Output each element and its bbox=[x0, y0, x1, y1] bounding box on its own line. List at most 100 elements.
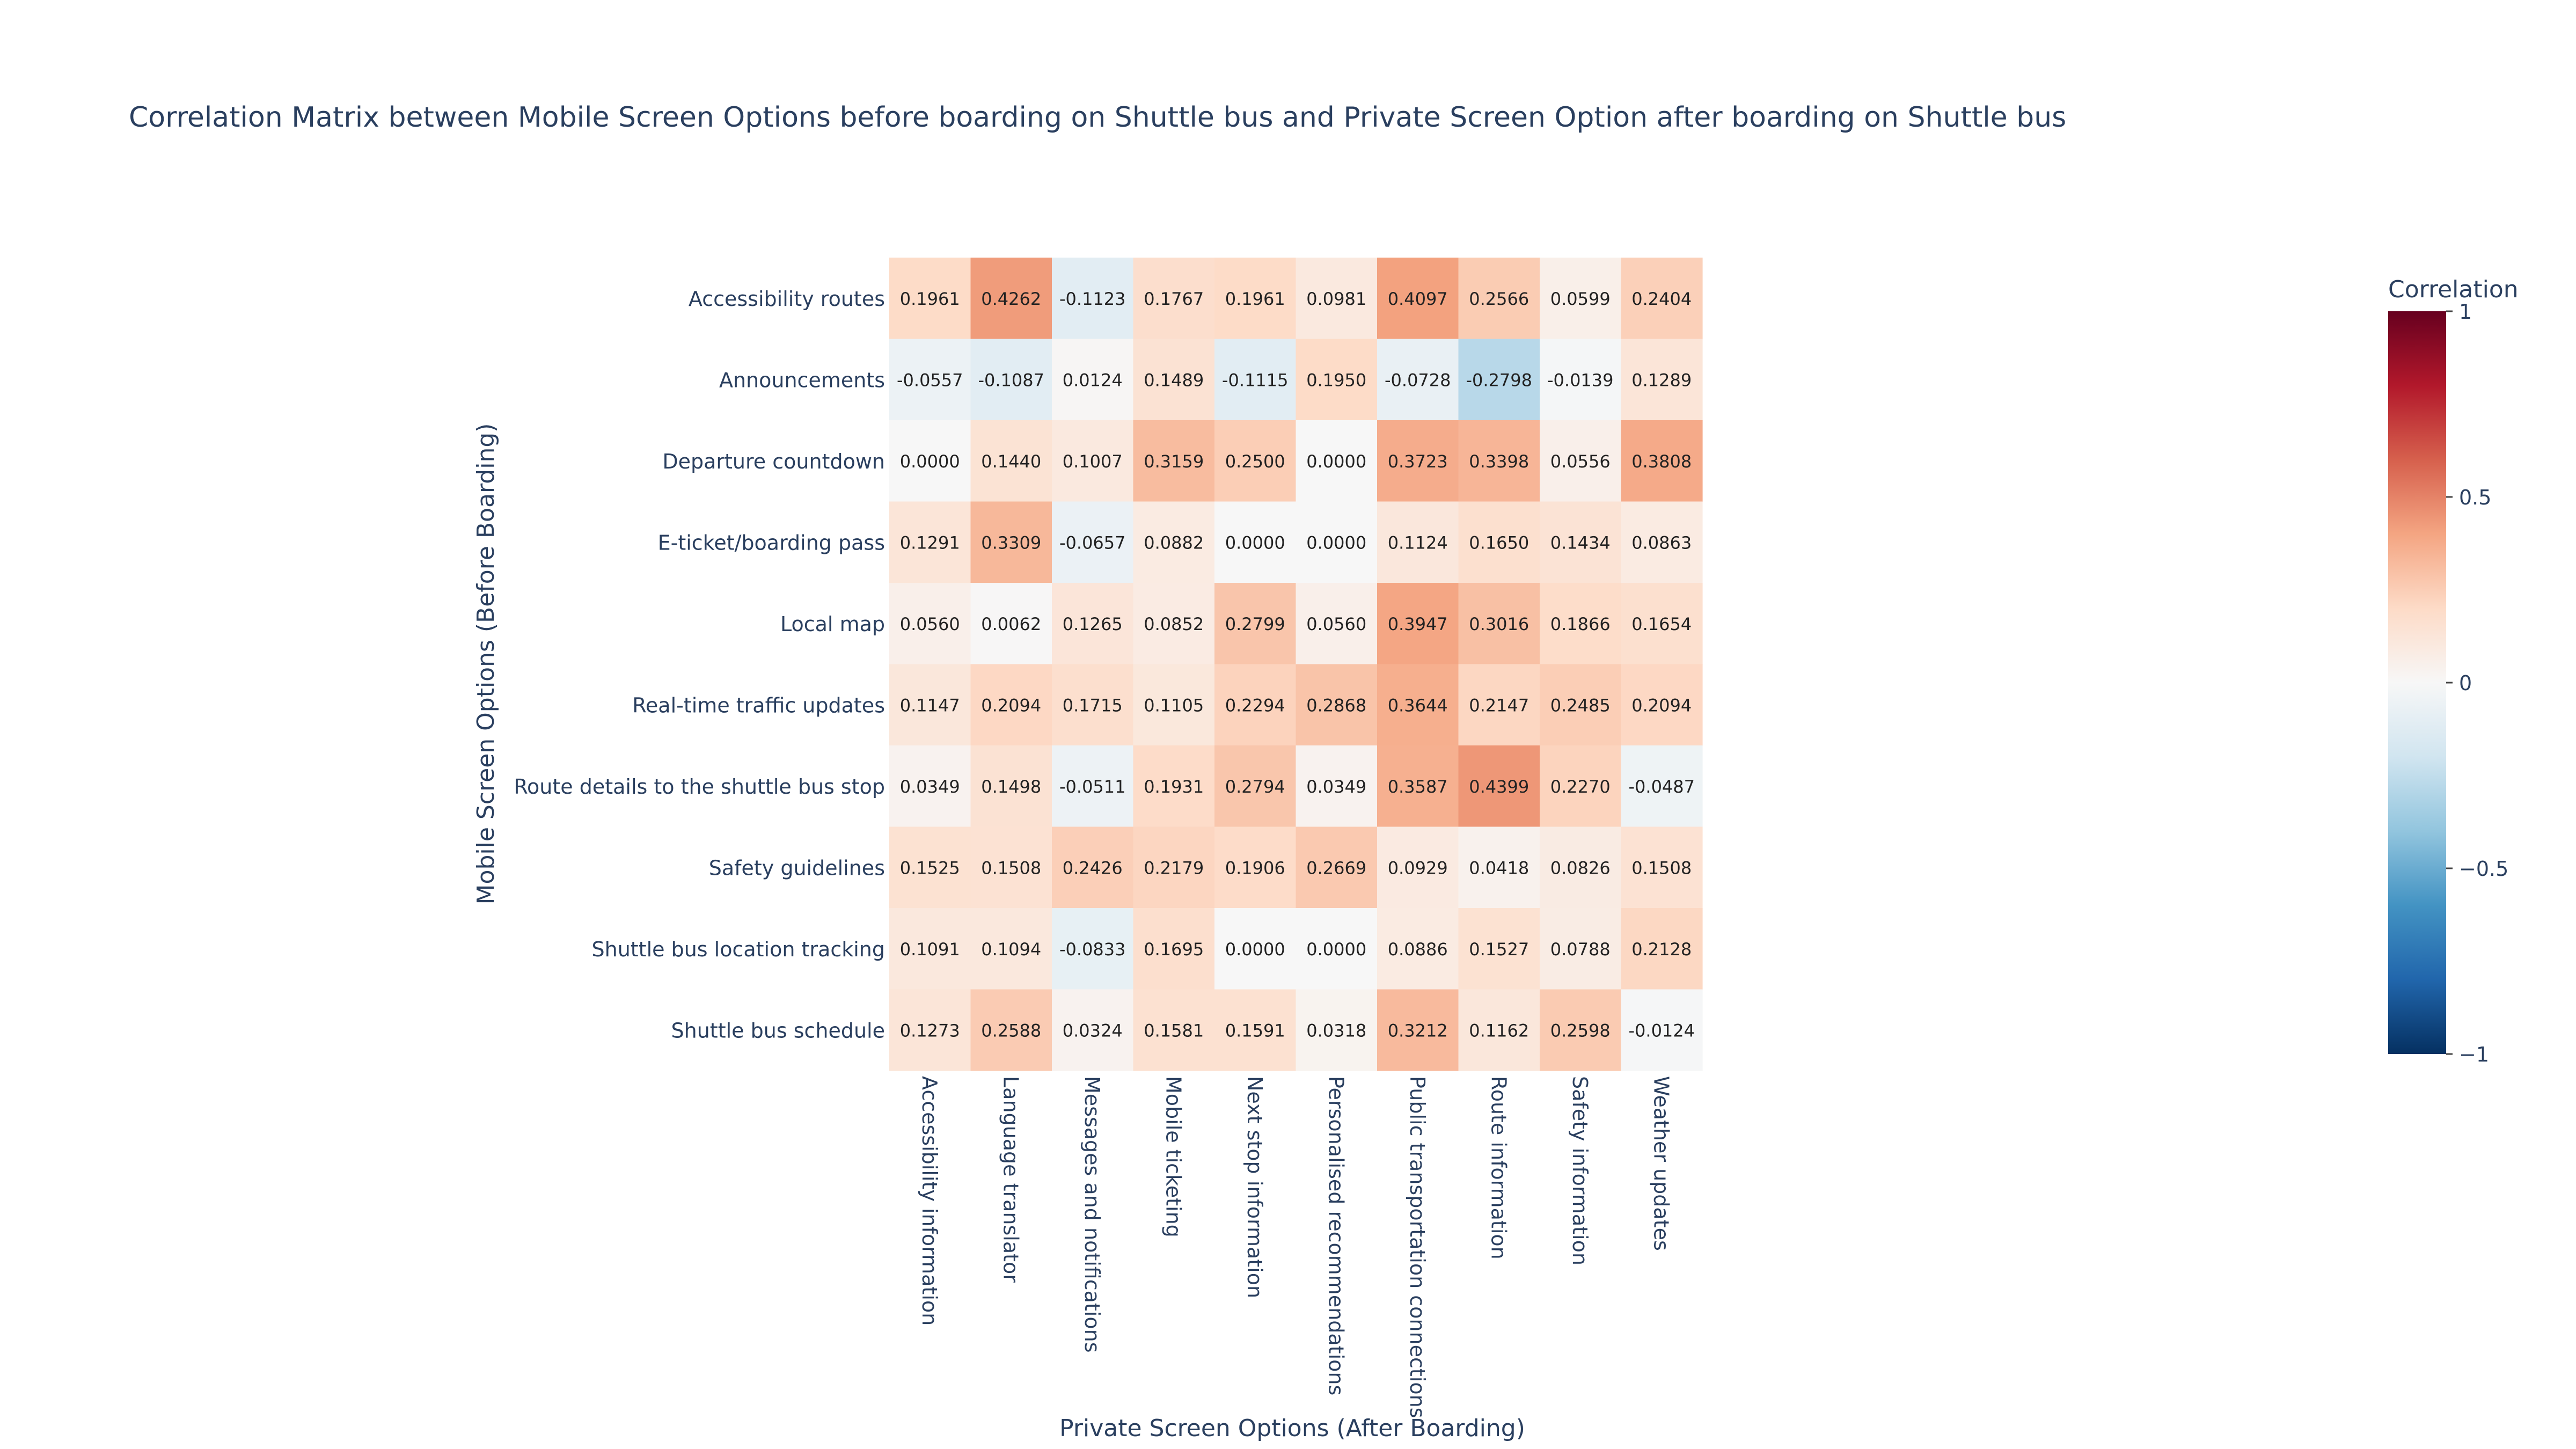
heatmap-cell bbox=[1133, 258, 1215, 340]
heatmap-cell bbox=[1052, 664, 1134, 746]
cell-value-label: 0.0000 bbox=[1306, 451, 1366, 472]
y-tick-label: Shuttle bus schedule bbox=[671, 1019, 885, 1042]
heatmap-cell bbox=[889, 826, 971, 909]
heatmap-cell bbox=[1214, 826, 1297, 909]
heatmap-cell bbox=[1214, 583, 1297, 665]
heatmap-cell bbox=[1052, 258, 1134, 340]
heatmap-cell bbox=[1296, 583, 1378, 665]
cell-value-label: 0.1866 bbox=[1550, 614, 1611, 634]
heatmap-cell bbox=[1052, 583, 1134, 665]
cell-value-label: 0.3587 bbox=[1388, 777, 1448, 797]
heatmap-cell bbox=[1621, 745, 1703, 828]
heatmap-cell bbox=[1296, 420, 1378, 502]
cell-value-label: 0.1273 bbox=[900, 1020, 960, 1041]
cell-value-label: -0.0728 bbox=[1385, 370, 1451, 390]
heatmap-cell bbox=[1052, 908, 1134, 990]
colorbar-tick-label: 0 bbox=[2459, 671, 2472, 695]
cell-value-label: 0.3808 bbox=[1631, 451, 1692, 472]
cell-value-label: 0.2669 bbox=[1306, 858, 1366, 878]
cell-value-label: 0.2799 bbox=[1225, 614, 1285, 634]
colorbar-tick-label: 0.5 bbox=[2459, 486, 2491, 509]
cell-value-label: 0.0560 bbox=[1306, 614, 1366, 634]
cell-value-label: 0.0929 bbox=[1388, 858, 1448, 878]
heatmap-cell bbox=[1214, 664, 1297, 746]
heatmap-cell bbox=[1052, 745, 1134, 828]
heatmap-cell bbox=[1133, 989, 1215, 1071]
heatmap-cell bbox=[1458, 989, 1540, 1071]
heatmap-cell bbox=[1621, 501, 1703, 583]
heatmap-cell bbox=[1296, 745, 1378, 828]
cell-value-label: 0.3016 bbox=[1469, 614, 1529, 634]
heatmap-cell bbox=[1540, 826, 1622, 909]
cell-value-label: 0.0124 bbox=[1063, 370, 1123, 390]
cell-value-label: -0.1087 bbox=[978, 370, 1044, 390]
heatmap-cell bbox=[1377, 339, 1459, 421]
heatmap-cell bbox=[1540, 908, 1622, 990]
colorbar-tick-label: −0.5 bbox=[2459, 857, 2508, 881]
cell-value-label: 0.1654 bbox=[1631, 614, 1692, 634]
heatmap-cell bbox=[1540, 745, 1622, 828]
heatmap-cell bbox=[889, 583, 971, 665]
heatmap-cell bbox=[1052, 420, 1134, 502]
heatmap-cell bbox=[1458, 664, 1540, 746]
heatmap-cell bbox=[1377, 745, 1459, 828]
cell-value-label: 0.0886 bbox=[1388, 939, 1448, 960]
heatmap-cell bbox=[1621, 989, 1703, 1071]
heatmap-cell bbox=[1377, 583, 1459, 665]
cell-value-label: 0.2294 bbox=[1225, 695, 1285, 715]
heatmap-cell bbox=[1296, 258, 1378, 340]
cell-value-label: 0.1695 bbox=[1144, 939, 1204, 960]
heatmap-cell bbox=[970, 826, 1052, 909]
heatmap-cell bbox=[1133, 745, 1215, 828]
cell-value-label: 0.0852 bbox=[1144, 614, 1204, 634]
x-tick-label: Accessibility information bbox=[918, 1076, 941, 1326]
heatmap-cell bbox=[1377, 664, 1459, 746]
heatmap-cell bbox=[970, 908, 1052, 990]
y-tick-label: Safety guidelines bbox=[709, 856, 885, 880]
heatmap-cell bbox=[1540, 420, 1622, 502]
cell-value-label: 0.2147 bbox=[1469, 695, 1529, 715]
cell-value-label: -0.2798 bbox=[1466, 370, 1532, 390]
cell-value-label: 0.3398 bbox=[1469, 451, 1529, 472]
cell-value-label: 0.1527 bbox=[1469, 939, 1529, 960]
colorbar-gradient bbox=[2388, 311, 2446, 1054]
cell-value-label: 0.0599 bbox=[1550, 289, 1611, 309]
y-axis-label: Mobile Screen Options (Before Boarding) bbox=[472, 423, 500, 905]
cell-value-label: 0.1961 bbox=[1225, 289, 1285, 309]
heatmap-cell bbox=[1296, 989, 1378, 1071]
heatmap-cell bbox=[889, 989, 971, 1071]
x-tick-label: Language translator bbox=[999, 1076, 1022, 1283]
y-tick-label: Announcements bbox=[719, 368, 885, 392]
colorbar-tick-label: 1 bbox=[2459, 300, 2472, 324]
x-tick-label: Weather updates bbox=[1649, 1076, 1673, 1251]
cell-value-label: -0.0557 bbox=[897, 370, 963, 390]
heatmap-cell bbox=[1458, 501, 1540, 583]
cell-value-label: 0.1906 bbox=[1225, 858, 1285, 878]
cell-value-label: 0.4262 bbox=[981, 289, 1041, 309]
heatmap-cell bbox=[970, 989, 1052, 1071]
heatmap-cell bbox=[1621, 258, 1703, 340]
heatmap-cell bbox=[1458, 745, 1540, 828]
cell-value-label: 0.2426 bbox=[1063, 858, 1123, 878]
cell-value-label: 0.1007 bbox=[1063, 451, 1123, 472]
heatmap-cell bbox=[970, 258, 1052, 340]
x-tick-label: Next stop information bbox=[1243, 1076, 1267, 1298]
cell-value-label: 0.1767 bbox=[1144, 289, 1204, 309]
heatmap-cell bbox=[1458, 420, 1540, 502]
colorbar-tick-label: −1 bbox=[2459, 1043, 2489, 1066]
heatmap-cell bbox=[1458, 258, 1540, 340]
colorbar-tick-labels: 1 0.5 0 −0.5 −1 bbox=[2446, 300, 2508, 1066]
heatmap-cell bbox=[1621, 664, 1703, 746]
heatmap-cell bbox=[1296, 501, 1378, 583]
heatmap-cell bbox=[1214, 258, 1297, 340]
cell-value-label: 0.0560 bbox=[900, 614, 960, 634]
cell-value-label: 0.1931 bbox=[1144, 777, 1204, 797]
cell-value-label: 0.0000 bbox=[1306, 532, 1366, 553]
heatmap-cell bbox=[1540, 501, 1622, 583]
cell-value-label: 0.1440 bbox=[981, 451, 1041, 472]
heatmap-cell bbox=[1052, 826, 1134, 909]
cell-value-label: 0.3212 bbox=[1388, 1020, 1448, 1041]
cell-value-label: 0.2179 bbox=[1144, 858, 1204, 878]
heatmap-cell bbox=[1377, 989, 1459, 1071]
cell-value-label: 0.3723 bbox=[1388, 451, 1448, 472]
